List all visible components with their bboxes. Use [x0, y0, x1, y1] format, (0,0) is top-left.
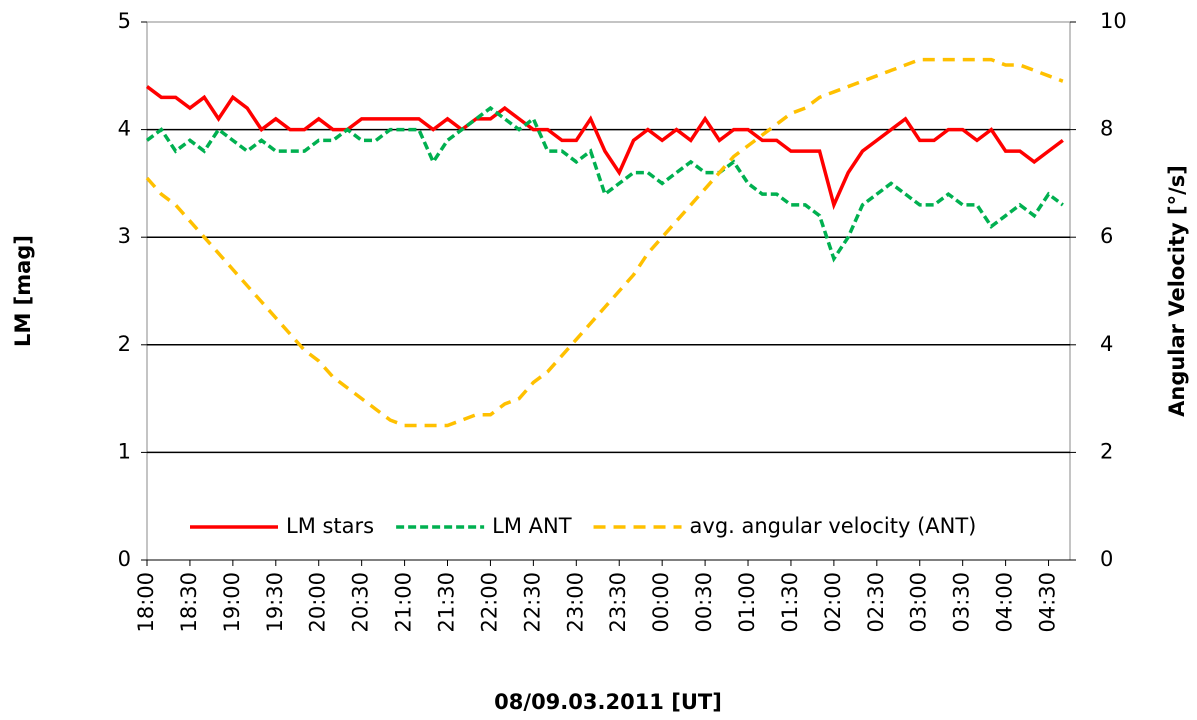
series-line — [145, 85, 1064, 211]
x-tick-label: 21:00 — [392, 572, 416, 633]
y-tick-label: 4 — [118, 117, 131, 141]
plot-frame — [146, 21, 1071, 561]
legend-label: LM ANT — [492, 514, 572, 538]
x-tick-label: 23:30 — [606, 572, 630, 633]
series-line — [145, 105, 1064, 263]
x-axis-title: 08/09.03.2011 [UT] — [494, 690, 722, 714]
x-tick-label: 18:30 — [177, 572, 201, 633]
y-tick-label: 0 — [118, 547, 131, 571]
x-tick-label: 19:00 — [220, 572, 244, 633]
series-line — [145, 57, 1064, 428]
x-tick-label: 01:00 — [735, 572, 759, 633]
x-tick-label: 23:00 — [563, 572, 587, 633]
x-tick-label: 03:30 — [950, 572, 974, 633]
y2-tick-label: 2 — [1100, 439, 1113, 463]
x-tick-label: 00:00 — [649, 572, 673, 633]
x-tick-label: 04:00 — [993, 572, 1017, 633]
x-tick-label: 22:00 — [477, 572, 501, 633]
y-axis-title: LM [mag] — [11, 235, 35, 347]
x-tick-label: 21:30 — [435, 572, 459, 633]
y2-tick-label: 0 — [1100, 547, 1113, 571]
x-tick-label: 20:00 — [306, 572, 330, 633]
x-tick-label: 20:30 — [349, 572, 373, 633]
y2-axis-title: Angular Velocity [°/s] — [1165, 165, 1189, 417]
y2-tick-label: 8 — [1100, 117, 1113, 141]
x-tick-label: 02:30 — [864, 572, 888, 633]
legend-label: avg. angular velocity (ANT) — [690, 514, 977, 538]
y2-tick-label: 6 — [1100, 224, 1113, 248]
y-tick-label: 5 — [118, 9, 131, 33]
x-tick-label: 01:30 — [778, 572, 802, 633]
x-tick-label: 00:30 — [692, 572, 716, 633]
x-tick-label: 18:00 — [134, 572, 158, 633]
y2-tick-label: 4 — [1100, 332, 1113, 356]
y2-tick-label: 10 — [1100, 9, 1127, 33]
y-tick-label: 3 — [118, 224, 131, 248]
y-tick-label: 2 — [118, 332, 131, 356]
y-tick-label: 1 — [118, 439, 131, 463]
legend-label: LM stars — [286, 514, 374, 538]
x-tick-label: 19:30 — [263, 572, 287, 633]
x-tick-label: 03:00 — [907, 572, 931, 633]
x-tick-label: 02:00 — [821, 572, 845, 633]
x-tick-label: 22:30 — [520, 572, 544, 633]
x-tick-label: 04:30 — [1036, 572, 1060, 633]
